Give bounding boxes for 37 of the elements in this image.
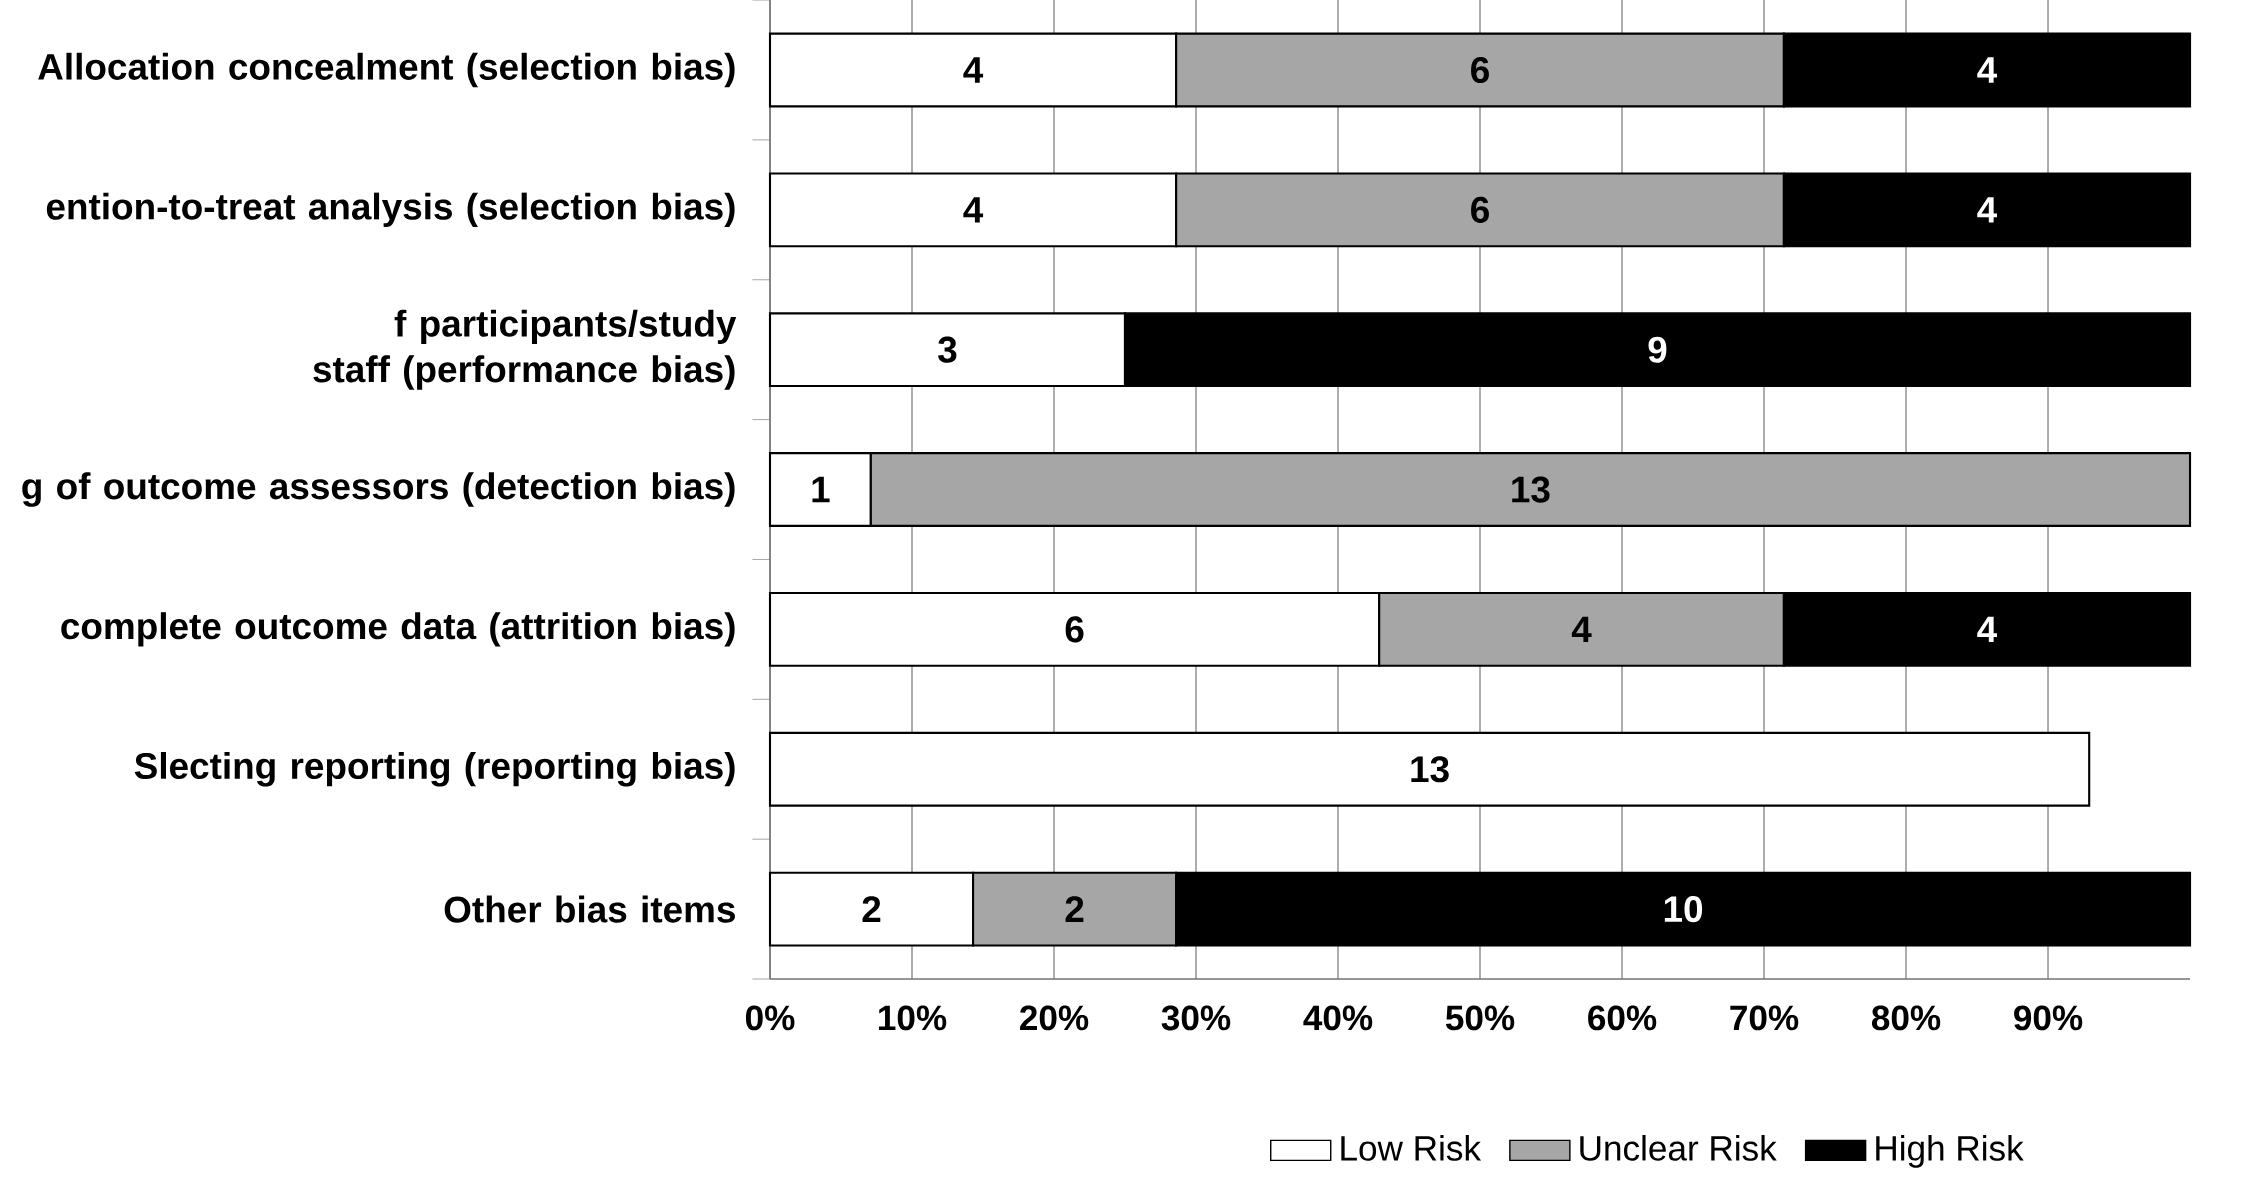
x-tick-label: 20% bbox=[1020, 1005, 1089, 1031]
annotation: 4 bbox=[963, 197, 984, 223]
x-tick-label: 10% bbox=[879, 1005, 947, 1031]
x-tick-label: 0% bbox=[745, 1005, 795, 1031]
y-tick-label: Other bias items bbox=[444, 895, 735, 923]
x-tick-label: 50% bbox=[1445, 1005, 1515, 1031]
annotation: 1 bbox=[812, 476, 830, 503]
annotation: 4 bbox=[1571, 616, 1592, 643]
annotation: 3 bbox=[938, 336, 957, 363]
annotation: 4 bbox=[1977, 197, 1997, 223]
x-tick-label: 40% bbox=[1303, 1005, 1373, 1031]
x-tick-label: 30% bbox=[1161, 1005, 1231, 1031]
x-tick-label: 70% bbox=[1730, 1005, 1799, 1031]
annotation: 2 bbox=[862, 896, 881, 922]
y-tick-label: f participants/study staff (performance bias) bbox=[313, 309, 737, 390]
y-tick-label: g of outcome assessors (detection bias) bbox=[22, 472, 735, 507]
y-tick-label: complete outcome data (attrition bias) bbox=[61, 612, 735, 647]
x-tick-label: 60% bbox=[1588, 1005, 1657, 1031]
annotation: 13 bbox=[1512, 476, 1550, 503]
annotation: 2 bbox=[1065, 896, 1084, 922]
annotation: 4 bbox=[1977, 616, 1997, 643]
annotation: 4 bbox=[963, 57, 984, 83]
annotation: 6 bbox=[1471, 196, 1489, 223]
annotation: 6 bbox=[1471, 56, 1489, 84]
annotation: 13 bbox=[1411, 756, 1449, 783]
x-tick-label: 80% bbox=[1871, 1005, 1941, 1031]
annotation: 6 bbox=[1065, 616, 1084, 643]
annotation: 9 bbox=[1648, 336, 1667, 363]
legend-label: Low Risk bbox=[1341, 1134, 1482, 1161]
legend-label: Unclear Risk bbox=[1580, 1134, 1777, 1161]
y-tick-label: ention-to-treat analysis (selection bias) bbox=[46, 192, 735, 228]
y-tick-label: Allocation concealment (selection bias) bbox=[38, 52, 735, 88]
y-tick-label: Slecting reporting (reporting bias) bbox=[134, 751, 735, 787]
annotation: 4 bbox=[1977, 57, 1997, 83]
annotation: 10 bbox=[1664, 896, 1703, 923]
legend-label: High Risk bbox=[1876, 1134, 2024, 1168]
x-tick-label: 90% bbox=[2014, 1005, 2083, 1031]
